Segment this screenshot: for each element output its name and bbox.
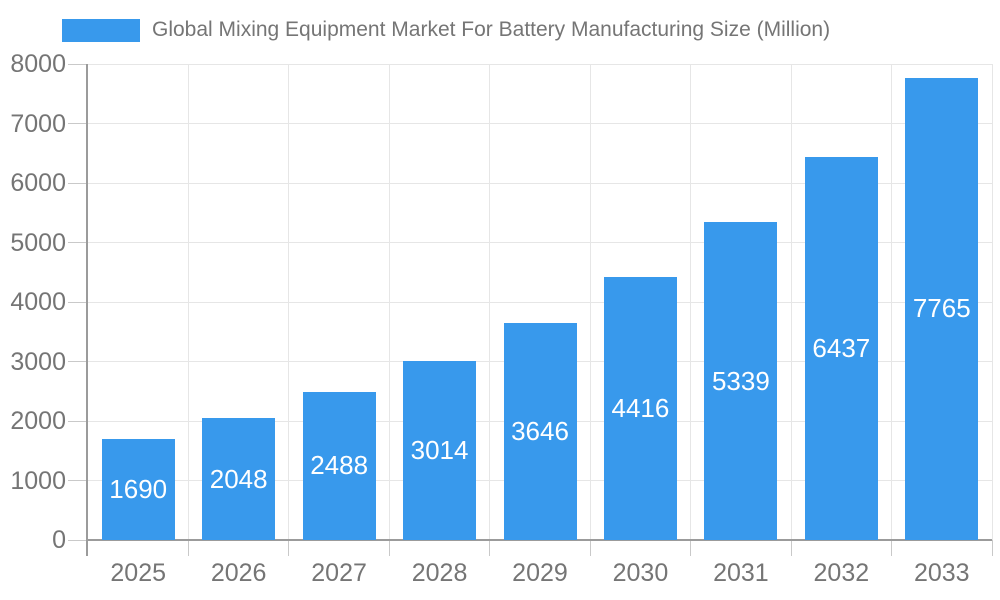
bar-value-label: 4416 (611, 393, 670, 424)
bar-2033[interactable]: 7765 (905, 77, 979, 540)
y-tick-mark (68, 420, 88, 422)
x-axis-label: 2025 (110, 559, 167, 587)
x-axis-label: 2031 (713, 559, 769, 587)
x-gridline (187, 64, 189, 540)
x-tick-mark (589, 540, 591, 556)
x-axis-line (88, 539, 992, 541)
bar-2030[interactable]: 4416 (603, 277, 677, 540)
x-tick-mark (288, 540, 290, 556)
y-axis-label: 2000 (10, 407, 66, 435)
y-tick-mark (68, 242, 88, 243)
x-tick-mark (991, 540, 993, 556)
chart-title: Global Mixing Equipment Market For Batte… (152, 18, 831, 41)
y-tick-mark (68, 301, 88, 303)
x-axis-label: 2027 (311, 559, 367, 587)
x-tick-mark (790, 540, 792, 556)
y-gridline (88, 301, 992, 303)
y-tick-mark (68, 123, 88, 124)
bar-value-label: 7765 (912, 293, 971, 324)
bar-2029[interactable]: 3646 (503, 323, 577, 540)
bar-value-label: 5339 (711, 365, 770, 396)
x-axis-label: 2026 (210, 559, 267, 587)
y-axis-label: 1000 (10, 466, 66, 495)
bar-2025[interactable]: 1690 (101, 439, 175, 540)
x-tick-mark (388, 540, 390, 556)
bar-2027[interactable]: 2488 (302, 391, 376, 540)
bar-value-label: 6437 (812, 332, 871, 363)
x-gridline (891, 64, 893, 540)
y-axis-label: 5000 (10, 228, 66, 257)
x-tick-mark (690, 540, 692, 556)
bar-2026[interactable]: 2048 (202, 418, 276, 540)
y-gridline (88, 182, 992, 184)
y-gridline (88, 242, 992, 243)
x-tick-mark (891, 540, 893, 556)
bar-2031[interactable]: 5339 (704, 222, 778, 540)
bar-2032[interactable]: 6437 (804, 156, 878, 540)
x-tick-mark (489, 540, 491, 556)
y-tick-mark (68, 361, 88, 362)
bar-value-label: 2488 (310, 450, 369, 481)
x-axis-label: 2028 (411, 559, 468, 587)
x-axis-label: 2032 (813, 559, 870, 587)
y-axis-label: 3000 (10, 347, 66, 376)
x-axis-label: 2029 (512, 559, 568, 587)
x-gridline (589, 64, 591, 540)
x-axis-label: 2033 (913, 559, 970, 587)
y-axis-label: 6000 (10, 169, 66, 197)
x-tick-mark (187, 540, 189, 556)
y-tick-mark (68, 480, 88, 481)
y-tick-mark (68, 539, 88, 541)
y-axis-label: 7000 (10, 109, 66, 138)
y-gridline (88, 123, 992, 124)
x-gridline (690, 64, 692, 540)
bar-value-label: 3014 (410, 434, 469, 465)
y-gridline (88, 63, 992, 65)
legend-swatch[interactable] (62, 19, 140, 42)
bar-value-label: 3646 (511, 416, 569, 447)
bar-2028[interactable]: 3014 (403, 360, 477, 540)
bar-value-label: 1690 (109, 474, 168, 505)
y-tick-mark (68, 182, 88, 184)
x-gridline (288, 64, 290, 540)
x-gridline (388, 64, 390, 540)
y-axis-label: 8000 (10, 50, 66, 78)
x-axis-label: 2030 (612, 559, 669, 587)
y-tick-mark (68, 63, 88, 65)
y-axis-line (86, 64, 88, 556)
x-gridline (991, 64, 993, 540)
x-gridline (489, 64, 491, 540)
bar-value-label: 2048 (209, 463, 268, 494)
x-gridline (790, 64, 792, 540)
y-axis-label: 4000 (10, 288, 66, 316)
y-axis-label: 0 (52, 526, 66, 554)
